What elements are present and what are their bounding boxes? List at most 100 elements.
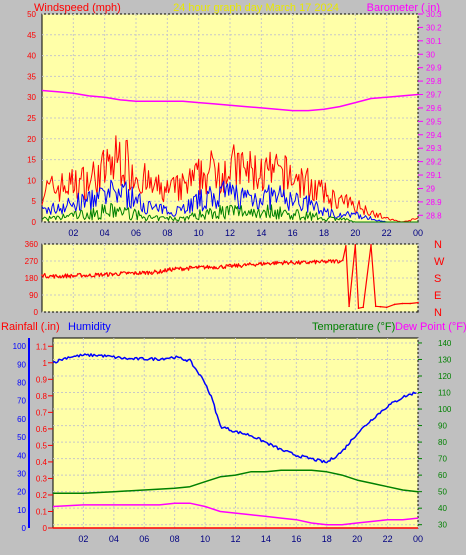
temperature-axis-title: Temperature (°F)	[312, 321, 395, 333]
humidity-tick-label: 80	[17, 379, 26, 388]
wind-direction-point	[166, 269, 169, 271]
wind-direction-point	[362, 306, 365, 309]
wind-direction-point	[135, 272, 137, 275]
wind-direction-point	[284, 261, 286, 264]
wind-direction-point	[331, 260, 333, 263]
x-tick-label: 04	[100, 228, 110, 238]
x-tick-label: 10	[194, 228, 204, 238]
x-tick-label: 18	[322, 534, 332, 544]
wind-direction-line	[42, 244, 419, 309]
wind-direction-point	[299, 262, 302, 264]
wind-direction-point	[260, 263, 263, 265]
wind-axis-title: Windspeed (mph)	[34, 2, 121, 14]
wind-direction-point	[64, 274, 67, 277]
windspeed-tick-label: 20	[27, 135, 36, 144]
temperature-tick-label: 40	[438, 504, 447, 513]
compass-label: N	[434, 307, 442, 319]
wind-axes: 02 04 06 08 10 12 14 16 18 20 22 000510152025303540…	[27, 10, 442, 238]
temperature-tick-label: 100	[438, 405, 452, 414]
direction-plot	[41, 244, 419, 310]
humidity-tick-label: 10	[17, 506, 26, 515]
wind-direction-point	[205, 266, 208, 269]
temp-axes: 02 04 06 08 10 12 14 16 18 20 22 003040506070809010…	[13, 338, 452, 544]
temperature-tick-label: 80	[438, 438, 447, 447]
rain-tick-label: 0	[43, 524, 48, 533]
wind-direction-point	[409, 302, 412, 305]
humidity-tick-label: 60	[17, 415, 26, 424]
barometer-tick-label: 29.2	[426, 158, 442, 167]
barometer-tick-label: 28.9	[426, 198, 442, 207]
wind-direction-point	[72, 275, 75, 277]
barometer-tick-label: 29.9	[426, 64, 442, 73]
wind-plot	[41, 89, 419, 223]
barometer-tick-label: 29.5	[426, 117, 442, 126]
windspeed-tick-label: 15	[27, 156, 36, 165]
windspeed-tick-label: 10	[27, 176, 36, 185]
wind-direction-point	[276, 262, 278, 264]
temperature-tick-label: 110	[438, 389, 451, 398]
humidity-axis-bar	[28, 338, 30, 528]
wind-direction-point	[379, 305, 382, 308]
humidity-tick-label: 50	[17, 433, 26, 442]
x-tick-label: 22	[383, 534, 393, 544]
humidity-tick-label: 70	[17, 397, 26, 406]
barometer-tick-label: 30.2	[426, 23, 442, 32]
x-tick-label: 18	[319, 228, 329, 238]
wind-direction-point	[393, 303, 396, 306]
wind-direction-point	[354, 244, 357, 246]
wind-direction-point	[291, 261, 294, 264]
humidity-line	[52, 353, 417, 464]
dewpoint-axis-title: Dew Point (°F)	[395, 321, 466, 333]
x-tick-label: 20	[352, 534, 362, 544]
x-tick-label: 10	[200, 534, 210, 544]
temperature-tick-label: 130	[438, 355, 452, 364]
rain-tick-label: 0.7	[36, 408, 48, 417]
wind-direction-point	[158, 271, 161, 273]
humidity-tick-label: 40	[17, 451, 26, 460]
wind-direction-point	[111, 273, 114, 276]
direction-grid	[42, 243, 419, 313]
dewpoint-line	[52, 502, 419, 526]
wind-direction-point	[103, 273, 106, 276]
wind-direction-point	[401, 302, 404, 305]
wind-direction-point	[338, 260, 341, 262]
wind-direction-point	[119, 272, 122, 275]
windspeed-tick-label: 5	[32, 197, 37, 206]
rain-tick-label: 0.5	[36, 441, 48, 450]
x-tick-label: 02	[78, 534, 88, 544]
x-tick-label: 20	[350, 228, 360, 238]
rain-tick-label: 1.1	[36, 342, 48, 351]
wind-direction-point	[41, 274, 43, 277]
direction-tick-label: 270	[25, 257, 39, 266]
wind-direction-point	[345, 245, 347, 247]
barometer-tick-label: 28.8	[426, 211, 442, 220]
barometer-tick-label: 30.1	[426, 37, 442, 46]
temperature-tick-label: 30	[438, 521, 447, 530]
rain-tick-label: 0.6	[36, 425, 48, 434]
wind-direction-point	[374, 305, 377, 308]
barometer-tick-label: 30	[426, 50, 435, 59]
rain-tick-label: 1	[43, 359, 48, 368]
compass-label: W	[434, 256, 445, 268]
wind-direction-point	[229, 265, 231, 268]
direction-tick-label: 180	[25, 274, 39, 283]
wind-direction-point	[80, 274, 82, 277]
x-tick-label: 00	[413, 534, 423, 544]
temperature-tick-label: 90	[438, 422, 447, 431]
wind-direction-point	[221, 265, 223, 268]
windspeed-tick-label: 25	[27, 114, 36, 123]
barometer-tick-label: 29.3	[426, 144, 442, 153]
wind-direction-point	[252, 263, 255, 266]
wind-direction-point	[197, 266, 200, 269]
humidity-tick-label: 90	[17, 360, 26, 369]
x-tick-label: 08	[170, 534, 180, 544]
rain-tick-label: 0.9	[36, 375, 48, 384]
direction-tick-label: 360	[25, 240, 39, 249]
direction-tick-label: 0	[34, 308, 39, 317]
wind-direction-point	[213, 266, 216, 268]
wind-direction-point	[307, 261, 310, 264]
temperature-tick-label: 60	[438, 471, 447, 480]
wind-direction-point	[370, 244, 372, 246]
x-tick-label: 04	[109, 534, 119, 544]
